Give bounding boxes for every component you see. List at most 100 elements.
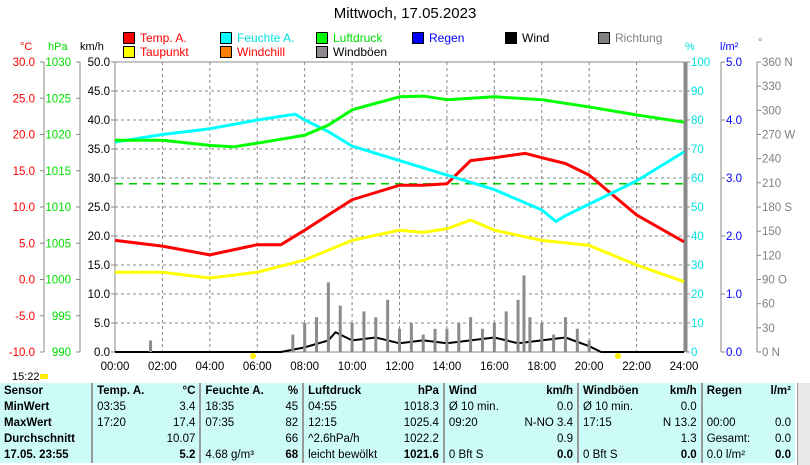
x-tick-label: 16:00 bbox=[480, 361, 509, 373]
tick-label-temp: 0.0 bbox=[19, 275, 35, 287]
legend-swatch bbox=[505, 32, 517, 44]
tick-label-direction: 60 bbox=[762, 299, 775, 311]
legend-item: Wind bbox=[505, 31, 549, 45]
tick-label-wind: 0.0 bbox=[94, 347, 110, 359]
legend-swatch bbox=[220, 32, 232, 44]
tick-label-wind: 40.0 bbox=[88, 115, 110, 127]
cell-info: ^2.6hPa/h bbox=[302, 431, 394, 447]
header-name: Windböen bbox=[577, 383, 653, 399]
legend-label: Taupunkt bbox=[140, 45, 189, 59]
cell-value: 68 bbox=[285, 449, 299, 461]
tick-label-direction: 0 N bbox=[762, 347, 780, 359]
tick-label-rain: 5.0 bbox=[726, 57, 742, 69]
cell-value: 1021.6 bbox=[403, 449, 439, 461]
tick-label-direction: 180 S bbox=[762, 202, 792, 214]
header-unit: hPa bbox=[417, 385, 439, 397]
x-tick-label: 10:00 bbox=[338, 361, 367, 373]
cell-info: 0 Bft S bbox=[577, 447, 653, 463]
tick-label-direction: 300 bbox=[762, 105, 781, 117]
cell-info: 0.0 l/m² bbox=[700, 447, 763, 463]
cell-value: 0.0 bbox=[557, 401, 574, 413]
series-line-luftdruck bbox=[115, 94, 685, 149]
x-tick-label: 24:00 bbox=[670, 361, 699, 373]
current-time: 15:22 bbox=[12, 371, 40, 383]
tick-label-rain: 4.0 bbox=[726, 115, 742, 127]
tick-label-rain: 3.0 bbox=[726, 173, 742, 185]
tick-label-wind: 45.0 bbox=[88, 86, 110, 98]
weather-chart: °C hPa km/h% l/m² ° 30.0 25.0 20.0 15.0 10.0 5.0 0.… bbox=[9, 37, 795, 379]
table-header-row: Sensor Temp. A. °C Feuchte A.% Luftdruck hPa W… bbox=[0, 383, 795, 399]
tick-label-temp: -10.0 bbox=[9, 347, 35, 359]
tick-label-humidity: 30 bbox=[691, 260, 704, 272]
header-name: Temp. A. bbox=[91, 383, 157, 399]
tick-label-pressure: 1015 bbox=[45, 166, 71, 178]
tick-label-humidity: 50 bbox=[691, 202, 704, 214]
tick-label-humidity: 40 bbox=[691, 231, 704, 243]
tick-label-wind: 15.0 bbox=[88, 260, 110, 272]
tick-label-direction: 90 O bbox=[762, 275, 787, 287]
header-sensor: Sensor bbox=[4, 385, 43, 397]
legend-swatch bbox=[220, 46, 232, 58]
cell-value: 10.07 bbox=[166, 433, 196, 445]
legend-item: Windböen bbox=[316, 45, 387, 59]
x-tick-label: 04:00 bbox=[195, 361, 224, 373]
cell-info bbox=[91, 431, 157, 447]
cell-info: leicht bewölkt bbox=[302, 447, 394, 463]
tick-label-humidity: 60 bbox=[691, 173, 704, 185]
cell-info: Ø 10 min. bbox=[442, 399, 512, 415]
series-line-taupunkt bbox=[115, 218, 685, 284]
chart-title: Mittwoch, 17.05.2023 bbox=[333, 5, 477, 22]
tick-label-pressure: 995 bbox=[52, 311, 71, 323]
cell-value bbox=[762, 399, 795, 415]
tick-label-humidity: 20 bbox=[691, 289, 704, 301]
cell-value: 1.3 bbox=[680, 433, 697, 445]
x-tick-label: 08:00 bbox=[290, 361, 319, 373]
x-tick-label: 22:00 bbox=[622, 361, 651, 373]
tick-label-humidity: 10 bbox=[691, 318, 704, 330]
x-tick-label: 06:00 bbox=[243, 361, 272, 373]
table-row: 17.05. 23:55 5.2 4.68 g/m³ 68 leicht bewölkt… bbox=[0, 447, 795, 463]
tick-label-temp: -5.0 bbox=[15, 311, 35, 323]
axis-unit-humidity: % bbox=[685, 41, 695, 53]
tick-label-temp: 10.0 bbox=[13, 202, 35, 214]
tick-label-humidity: 90 bbox=[691, 86, 704, 98]
sunset-marker bbox=[615, 353, 621, 359]
legend-label: Luftdruck bbox=[333, 31, 383, 45]
tick-label-temp: 30.0 bbox=[13, 57, 35, 69]
cell-value: 66 bbox=[285, 433, 299, 445]
cell-info bbox=[442, 431, 512, 447]
legend-item: Windchill bbox=[220, 45, 285, 59]
cell-info bbox=[199, 431, 278, 447]
cell-value: 1018.3 bbox=[403, 401, 439, 413]
cell-info: 09:20 bbox=[442, 415, 512, 431]
header-unit: km/h bbox=[546, 385, 574, 397]
x-tick-label: 18:00 bbox=[527, 361, 556, 373]
tick-label-wind: 50.0 bbox=[88, 57, 110, 69]
scrollbar[interactable] bbox=[797, 383, 810, 465]
axis-unit-temp: °C bbox=[20, 41, 32, 53]
cell-info: 17:15 bbox=[577, 415, 653, 431]
tick-label-temp: 20.0 bbox=[13, 130, 35, 142]
header-unit: % bbox=[287, 385, 299, 397]
tick-label-pressure: 1025 bbox=[45, 93, 71, 105]
tick-label-rain: 0.0 bbox=[726, 347, 742, 359]
axis-unit-direction: ° bbox=[758, 37, 762, 49]
cell-value: 3.4 bbox=[179, 401, 196, 413]
cell-info: 00:00 bbox=[700, 415, 763, 431]
legend-item: Feuchte A. bbox=[220, 31, 294, 45]
header-unit: °C bbox=[182, 385, 196, 397]
tick-label-temp: 25.0 bbox=[13, 93, 35, 105]
tick-label-direction: 120 bbox=[762, 250, 781, 262]
header-name: Regen bbox=[700, 383, 763, 399]
legend-label: Wind bbox=[522, 31, 550, 45]
cell-value: 0.0 bbox=[775, 433, 791, 445]
cell-info: 0 Bft S bbox=[442, 447, 512, 463]
cell-value: 17.4 bbox=[173, 417, 196, 429]
tick-label-direction: 30 bbox=[762, 323, 775, 335]
x-tick-label: 14:00 bbox=[433, 361, 462, 373]
cell-value: 0.0 bbox=[775, 417, 791, 429]
header-unit: l/m² bbox=[770, 385, 791, 397]
tick-label-temp: 15.0 bbox=[13, 166, 35, 178]
tick-label-wind: 25.0 bbox=[88, 202, 110, 214]
x-tick-label: 12:00 bbox=[385, 361, 414, 373]
